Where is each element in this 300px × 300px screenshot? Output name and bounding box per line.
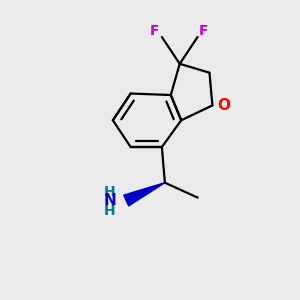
Text: H: H	[104, 184, 116, 199]
Text: F: F	[150, 24, 159, 38]
Text: N: N	[103, 193, 116, 208]
Text: O: O	[217, 98, 230, 113]
Polygon shape	[124, 183, 165, 206]
Text: H: H	[104, 204, 116, 218]
Text: F: F	[199, 24, 208, 38]
